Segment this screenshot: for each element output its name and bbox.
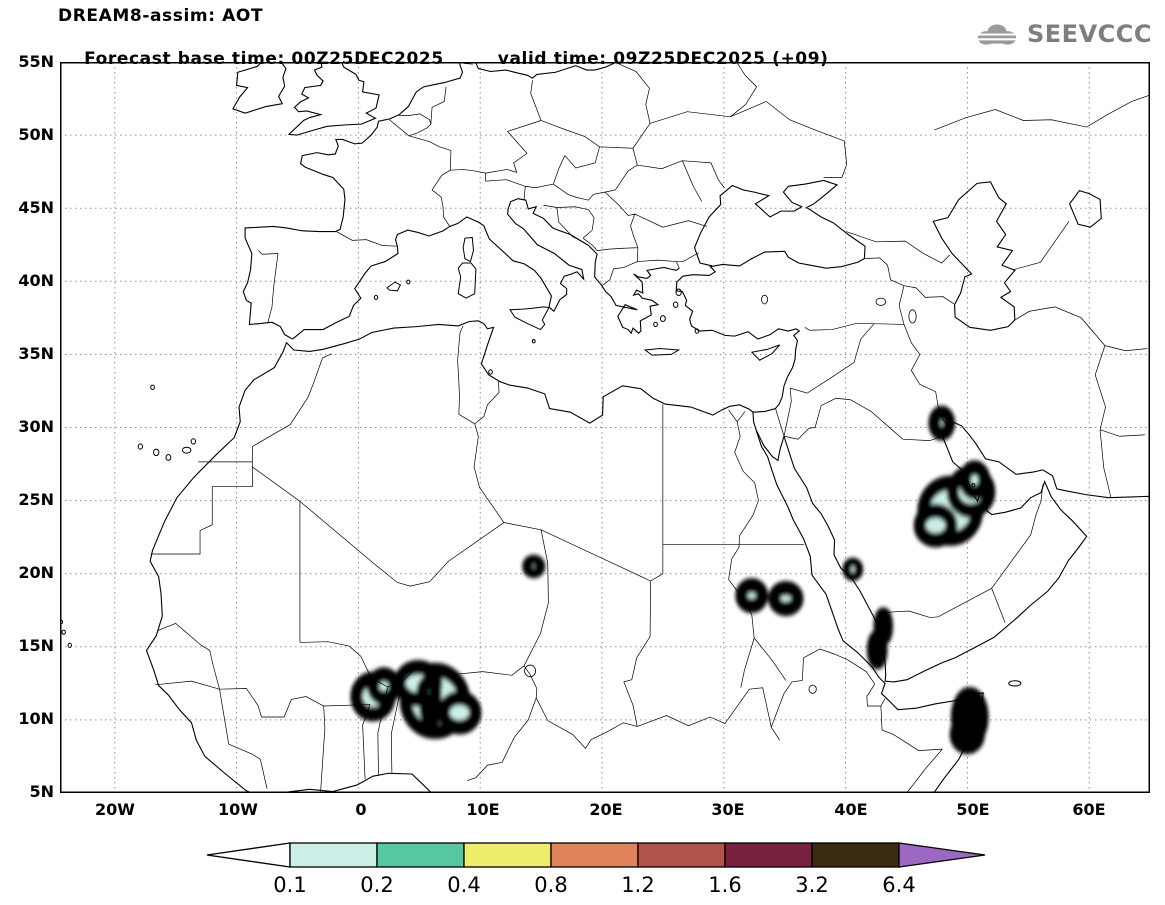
colorbar-segment-3.2-6.4 — [811, 842, 900, 868]
southern-europe-coastline — [293, 199, 680, 339]
aot-patch-persian-gulf — [913, 460, 996, 548]
colorbar-segment-1.6-3.2 — [724, 842, 813, 868]
small-islands — [60, 280, 1021, 686]
graticule-grid — [60, 62, 1150, 793]
lon-tick-10e: 10E — [466, 800, 500, 819]
africa-coastline — [146, 321, 983, 793]
forecast-base-time: Forecast base time: 00Z25DEC2025 — [84, 49, 444, 69]
colorbar-label-3.2: 3.2 — [795, 873, 828, 897]
cloud-icon — [975, 23, 1019, 45]
aot-patch-red-sea-coast — [842, 557, 894, 670]
colorbar-segment-0.2-0.4 — [376, 842, 465, 868]
colorbar: 0.1 0.2 0.4 0.8 1.2 1.6 3.2 6.4 — [206, 842, 986, 897]
lon-tick-10w: 10W — [218, 800, 258, 819]
colorbar-arrow-above-max — [898, 842, 986, 868]
chart-subtitle: Forecast base time: 00Z25DEC2025 valid ti… — [58, 29, 829, 89]
lat-tick-10n: 10N — [18, 709, 54, 728]
colorbar-segment-1.2-1.6 — [637, 842, 726, 868]
lon-tick-60e: 60E — [1072, 800, 1106, 819]
map-plot-area — [60, 62, 1150, 793]
map-canvas — [60, 62, 1150, 793]
ireland-coastline — [233, 62, 286, 113]
lat-tick-50n: 50N — [18, 125, 54, 144]
caspian-sea-outline — [933, 182, 1015, 330]
lat-tick-5n: 5N — [29, 782, 54, 801]
lat-tick-30n: 30N — [18, 417, 54, 436]
aot-patch-nigeria — [393, 659, 482, 739]
levant-turkey-blacksea-coastline — [676, 180, 865, 412]
mediterranean-islands — [387, 237, 780, 360]
colorbar-label-6.4: 6.4 — [882, 873, 915, 897]
aot-shaded-patches — [350, 405, 996, 755]
colorbar-arrow-below-min — [206, 842, 291, 868]
chart-title: DREAM8-assim: AOT — [58, 6, 264, 26]
baltic-coastline — [473, 62, 616, 78]
seevccc-logo: SEEVCCC — [974, 20, 1152, 48]
colorbar-label-0.2: 0.2 — [360, 873, 393, 897]
lat-tick-25n: 25N — [18, 490, 54, 509]
coastlines — [60, 62, 1150, 793]
borders-northwest-africa — [151, 326, 804, 792]
lon-tick-0: 0 — [355, 800, 367, 819]
colorbar-segment-0.8-1.2 — [550, 842, 639, 868]
aot-patch-kuwait — [928, 405, 956, 441]
lat-tick-15n: 15N — [18, 636, 54, 655]
lat-tick-20n: 20N — [18, 563, 54, 582]
lat-tick-45n: 45N — [18, 198, 54, 217]
lakes — [525, 295, 917, 693]
borders-middle-east — [776, 94, 1150, 623]
colorbar-label-0.8: 0.8 — [534, 873, 567, 897]
borders-europe — [259, 62, 847, 323]
colorbar-label-0.1: 0.1 — [273, 873, 306, 897]
britain-coastline — [289, 62, 379, 135]
colorbar-label-0.4: 0.4 — [447, 873, 480, 897]
gulf-of-guinea-coastline — [262, 773, 476, 793]
country-borders — [151, 62, 1150, 793]
colorbar-label-1.2: 1.2 — [621, 873, 654, 897]
lon-tick-30e: 30E — [711, 800, 745, 819]
colorbar-segment-0.4-0.8 — [463, 842, 552, 868]
valid-time: valid time: 09Z25DEC2025 (+09) — [497, 49, 829, 69]
lon-tick-20w: 20W — [95, 800, 135, 819]
lon-tick-40e: 40E — [834, 800, 868, 819]
lat-tick-55n: 55N — [18, 52, 54, 71]
lon-tick-50e: 50E — [956, 800, 990, 819]
aral-sea-outline — [1070, 191, 1102, 228]
aot-patch-sudan — [735, 578, 804, 617]
logo-text: SEEVCCC — [1027, 20, 1152, 48]
nile-river — [729, 410, 786, 688]
borders-central-east-africa — [467, 581, 942, 793]
colorbar-segment-0.1-0.2 — [289, 842, 378, 868]
lat-tick-40n: 40N — [18, 271, 54, 290]
colorbar-label-1.6: 1.6 — [708, 873, 741, 897]
aot-patch-benin-togo — [350, 667, 402, 722]
lon-tick-20e: 20E — [589, 800, 623, 819]
lat-tick-35n: 35N — [18, 344, 54, 363]
iberia-france-coastline — [243, 62, 462, 339]
arabia-iran-coastline — [756, 422, 1150, 682]
aot-patch-chad — [522, 554, 546, 579]
